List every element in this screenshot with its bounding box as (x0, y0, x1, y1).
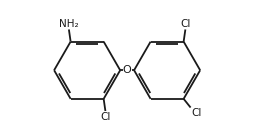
Text: O: O (123, 65, 132, 75)
Text: Cl: Cl (100, 112, 111, 122)
Text: Cl: Cl (191, 108, 202, 118)
Text: NH₂: NH₂ (59, 19, 79, 29)
Text: Cl: Cl (180, 19, 190, 29)
